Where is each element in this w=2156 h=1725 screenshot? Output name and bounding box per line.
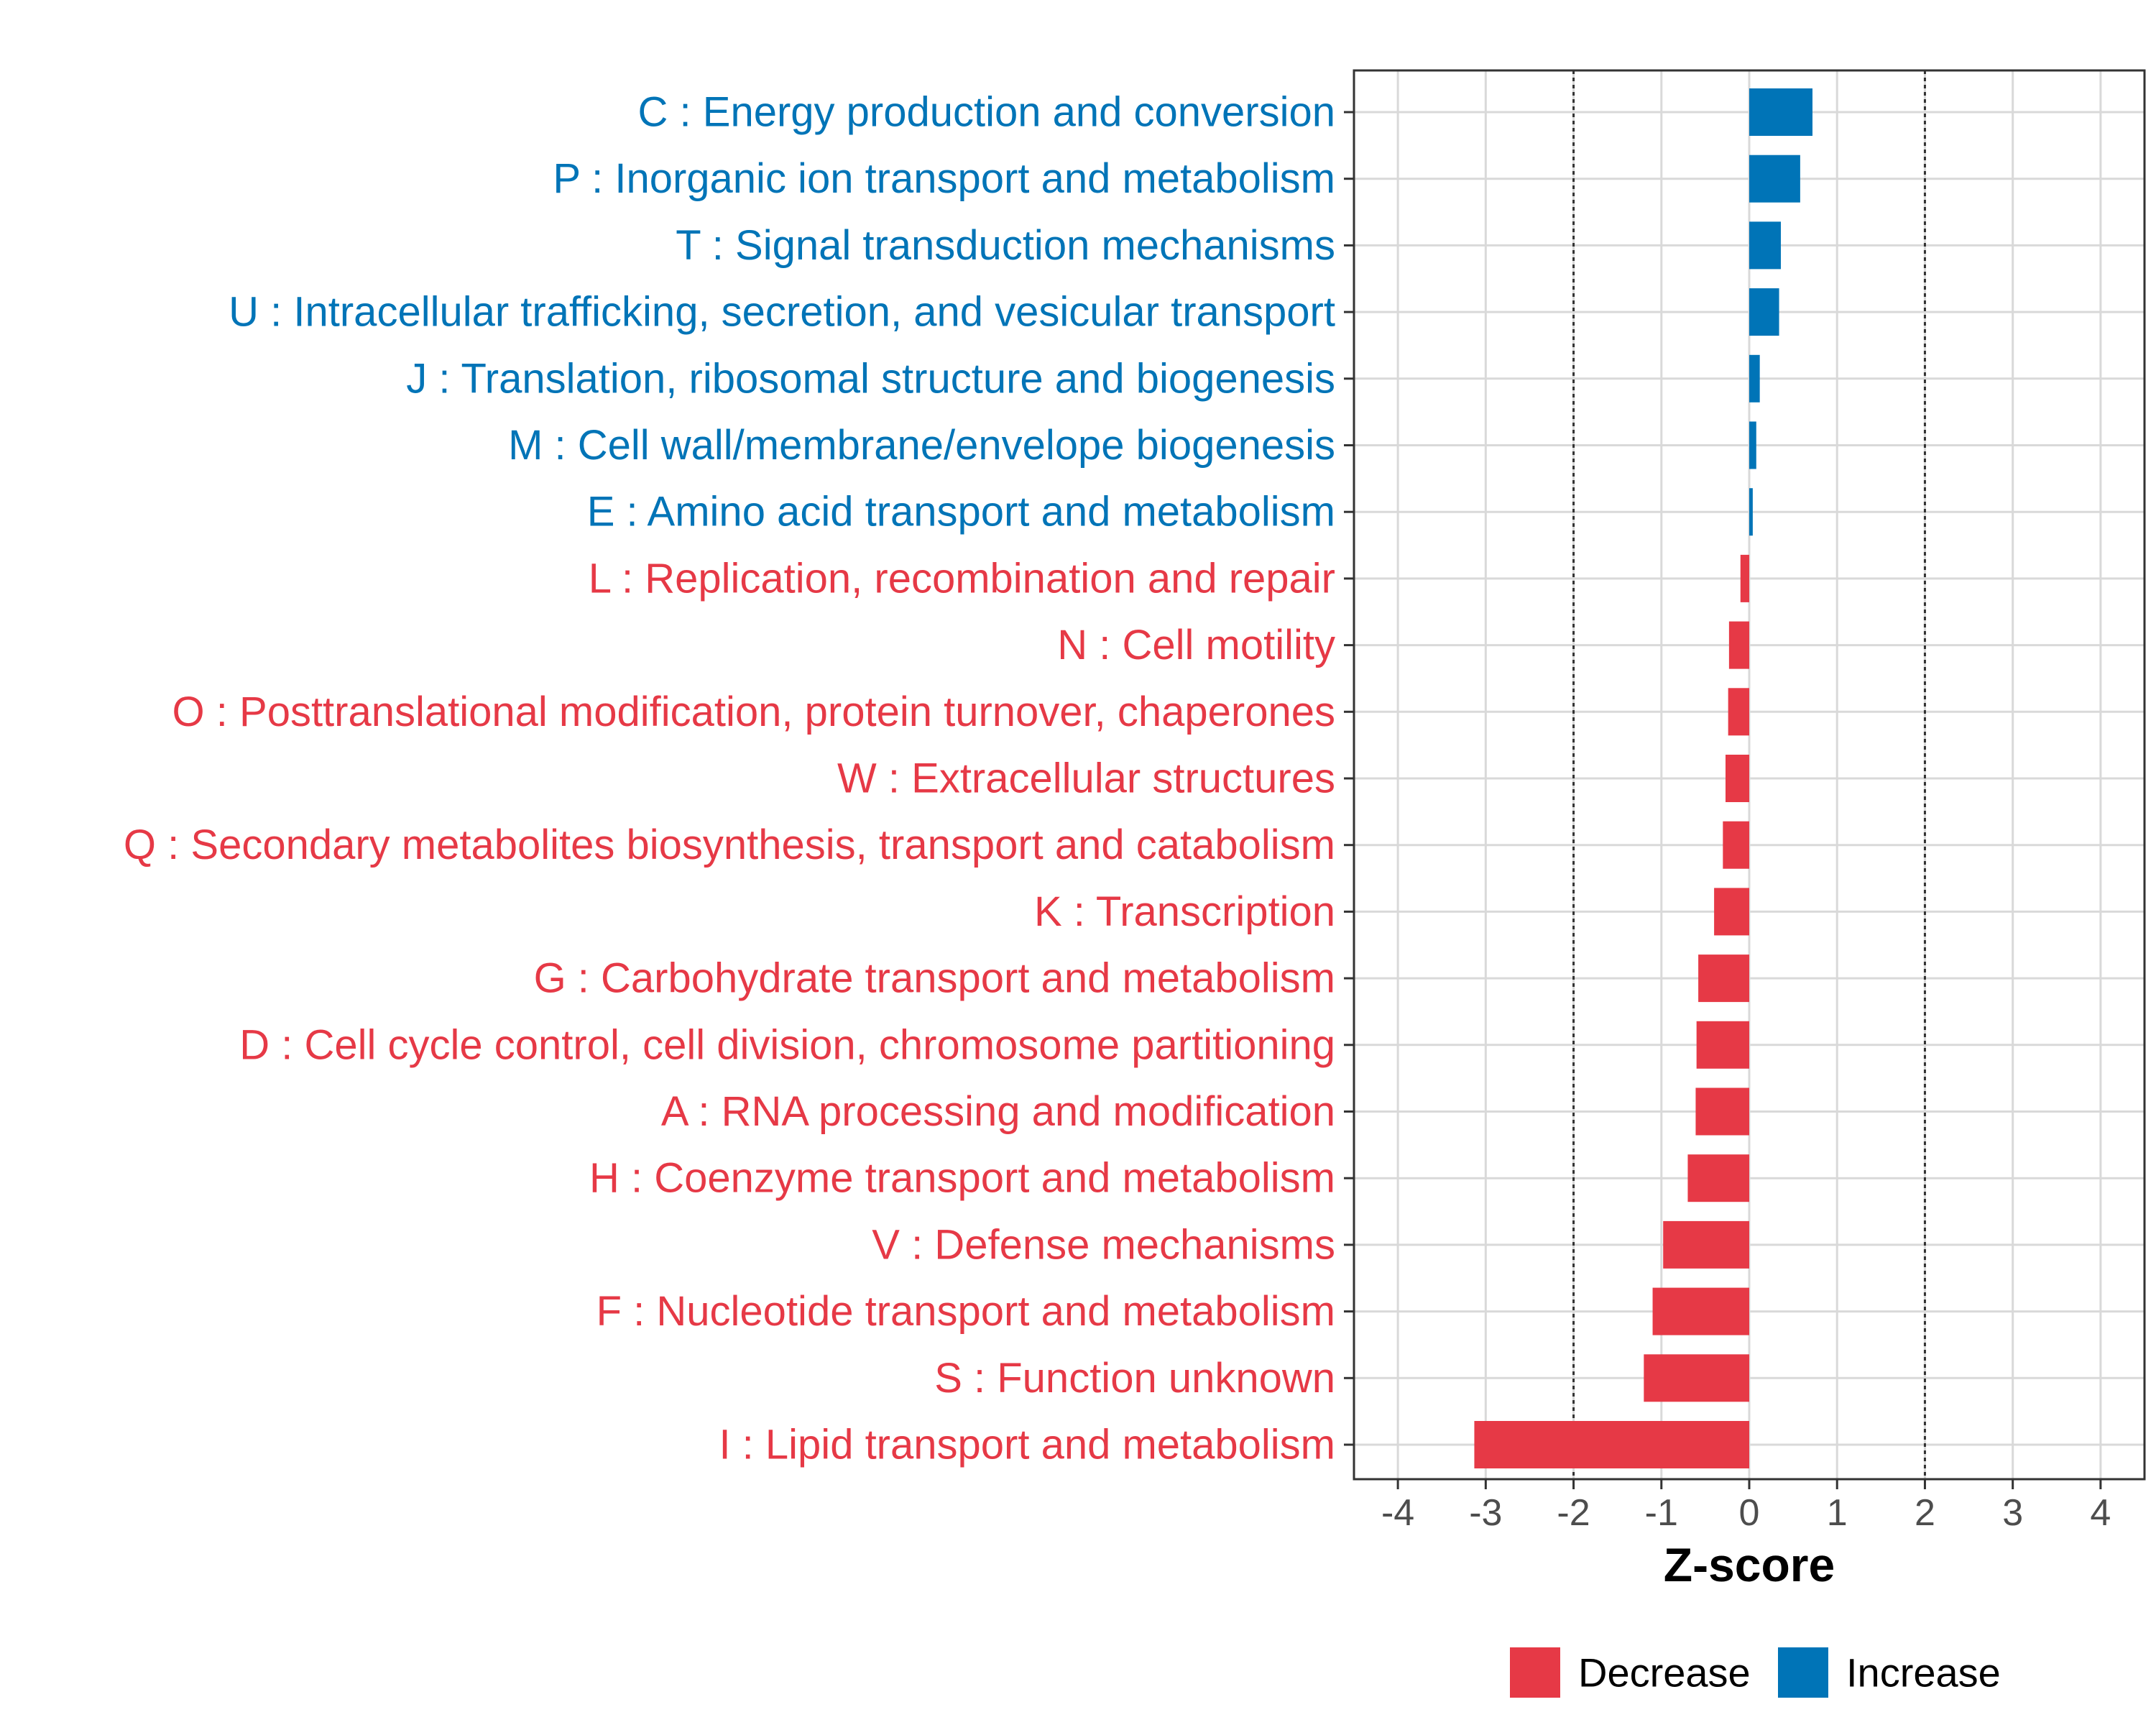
bar [1695, 1087, 1749, 1136]
x-tick-label: 2 [1915, 1492, 1935, 1534]
bar [1740, 554, 1749, 602]
bar [1663, 1220, 1749, 1269]
bar [1728, 621, 1749, 669]
category-label: G : Carbohydrate transport and metabolis… [534, 955, 1335, 1002]
category-label: N : Cell motility [1057, 622, 1335, 668]
category-label: J : Translation, ribosomal structure and… [406, 355, 1335, 402]
bar [1749, 288, 1779, 336]
x-tick-label: -2 [1557, 1492, 1590, 1534]
category-label: M : Cell wall/membrane/envelope biogenes… [508, 422, 1335, 469]
x-tick-labels: -4 -3 -2 -1 0 1 2 3 4 [1381, 1492, 2111, 1534]
category-label: K : Transcription [1034, 888, 1335, 935]
x-tick-label: 4 [2090, 1492, 2111, 1534]
bar [1726, 755, 1749, 802]
bar [1749, 488, 1753, 536]
category-label: S : Function unknown [934, 1355, 1335, 1402]
bar [1749, 221, 1781, 270]
category-labels: C : Energy production and conversion P : … [124, 89, 1335, 1468]
x-tick-label: 0 [1739, 1492, 1760, 1534]
bar [1749, 88, 1812, 136]
x-axis-title: Z-score [1664, 1538, 1835, 1591]
legend-swatch [1778, 1647, 1828, 1698]
category-label: P : Inorganic ion transport and metaboli… [553, 155, 1335, 202]
x-tick-label: 3 [2002, 1492, 2023, 1534]
y-axis-ticks [1344, 111, 1354, 1446]
legend-label: Increase [1846, 1650, 2001, 1696]
x-tick-label: -4 [1381, 1492, 1414, 1534]
bar [1644, 1354, 1749, 1402]
x-tick-label: 1 [1827, 1492, 1848, 1534]
category-label: L : Replication, recombination and repai… [589, 555, 1335, 602]
bar [1723, 821, 1749, 869]
bar [1749, 354, 1760, 402]
category-label: I : Lipid transport and metabolism [719, 1422, 1335, 1468]
bar [1652, 1287, 1749, 1335]
bar [1698, 954, 1749, 1003]
category-label: V : Defense mechanisms [872, 1221, 1335, 1268]
category-label: D : Cell cycle control, cell division, c… [239, 1021, 1335, 1068]
legend-label: Decrease [1578, 1650, 1751, 1696]
bar [1749, 421, 1756, 469]
bar [1687, 1154, 1749, 1202]
category-label: W : Extracellular structures [837, 755, 1335, 802]
bar [1474, 1421, 1749, 1468]
bar [1728, 688, 1749, 736]
bar [1696, 1021, 1749, 1069]
bar [1714, 888, 1749, 936]
bars [1474, 88, 1812, 1468]
category-label: E : Amino acid transport and metabolism [587, 489, 1335, 535]
category-label: T : Signal transduction mechanisms [676, 222, 1335, 269]
category-label: O : Posttranslational modification, prot… [172, 689, 1335, 735]
category-label: F : Nucleotide transport and metabolism [596, 1288, 1335, 1335]
category-label: C : Energy production and conversion [638, 89, 1335, 136]
category-label: A : RNA processing and modification [661, 1088, 1335, 1135]
category-label: Q : Secondary metabolites biosynthesis, … [124, 822, 1335, 868]
legend-swatch [1510, 1647, 1560, 1698]
reference-lines [1572, 70, 1926, 1479]
bar [1749, 155, 1800, 203]
x-tick-label: -1 [1645, 1492, 1678, 1534]
category-label: H : Coenzyme transport and metabolism [589, 1155, 1335, 1202]
category-label: U : Intracellular trafficking, secretion… [229, 289, 1335, 336]
legend: Decrease Increase [1510, 1647, 2001, 1698]
x-tick-label: -3 [1469, 1492, 1502, 1534]
x-axis-ticks [1396, 1479, 2102, 1489]
